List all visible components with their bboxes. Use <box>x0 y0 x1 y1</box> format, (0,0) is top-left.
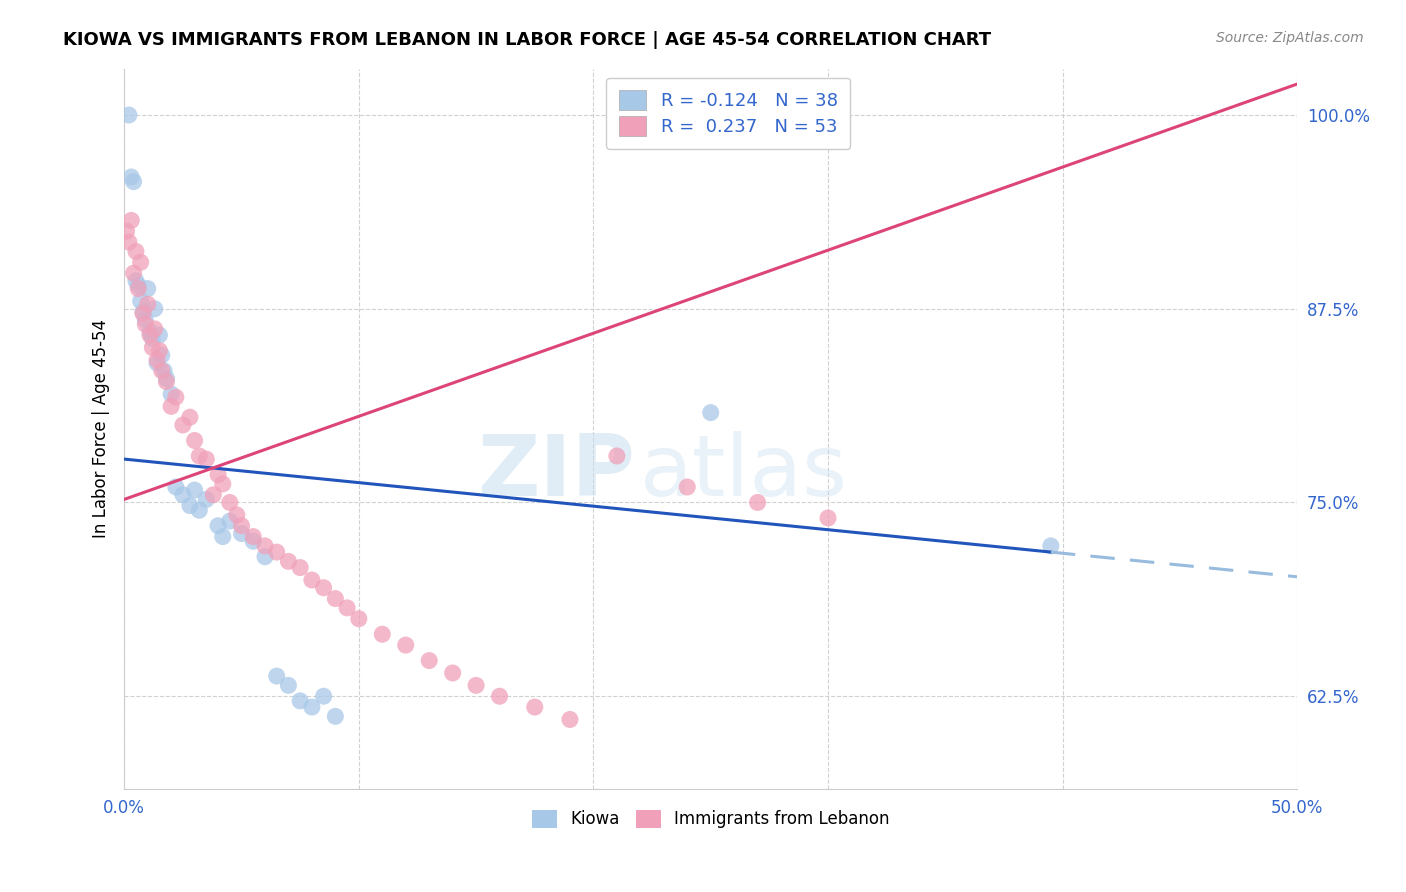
Point <box>288 560 311 574</box>
Point <box>118 235 141 249</box>
Point <box>172 488 194 502</box>
Point <box>225 508 247 522</box>
Point <box>134 318 156 332</box>
Point <box>150 348 173 362</box>
Text: Source: ZipAtlas.com: Source: ZipAtlas.com <box>1216 31 1364 45</box>
Point <box>253 539 276 553</box>
Point <box>288 694 311 708</box>
Point <box>277 554 299 568</box>
Point <box>266 545 288 559</box>
Point <box>606 449 628 463</box>
Point <box>523 700 546 714</box>
Point <box>188 449 211 463</box>
Point <box>488 690 510 704</box>
Point <box>179 410 201 425</box>
Point <box>211 476 233 491</box>
Point <box>160 387 183 401</box>
Point <box>139 328 162 343</box>
Point <box>371 627 394 641</box>
Y-axis label: In Labor Force | Age 45-54: In Labor Force | Age 45-54 <box>93 319 110 539</box>
Point <box>266 669 288 683</box>
Point <box>418 654 440 668</box>
Point <box>195 492 218 507</box>
Point <box>120 169 142 184</box>
Point <box>143 322 166 336</box>
Point <box>136 282 159 296</box>
Point <box>188 503 211 517</box>
Point <box>127 278 149 293</box>
Point <box>325 709 347 723</box>
Point <box>127 282 149 296</box>
Point <box>125 244 148 259</box>
Point <box>253 549 276 564</box>
Point <box>136 297 159 311</box>
Text: ZIP: ZIP <box>477 431 634 514</box>
Point <box>155 371 177 385</box>
Point <box>146 356 169 370</box>
Point <box>231 518 253 533</box>
Point <box>218 514 240 528</box>
Point <box>183 434 205 448</box>
Text: KIOWA VS IMMIGRANTS FROM LEBANON IN LABOR FORCE | AGE 45-54 CORRELATION CHART: KIOWA VS IMMIGRANTS FROM LEBANON IN LABO… <box>63 31 991 49</box>
Point <box>179 499 201 513</box>
Point <box>183 483 205 497</box>
Point <box>312 581 335 595</box>
Point <box>242 530 264 544</box>
Point <box>148 343 170 358</box>
Point <box>465 678 488 692</box>
Point <box>118 108 141 122</box>
Point <box>132 306 155 320</box>
Point <box>817 511 839 525</box>
Point <box>141 341 163 355</box>
Point <box>231 526 253 541</box>
Point <box>153 364 176 378</box>
Point <box>1039 539 1062 553</box>
Point <box>132 305 155 319</box>
Point <box>441 665 464 680</box>
Point <box>120 213 142 227</box>
Point <box>165 480 187 494</box>
Point <box>325 591 347 606</box>
Point <box>242 534 264 549</box>
Point <box>211 530 233 544</box>
Point <box>115 224 138 238</box>
Point <box>150 364 173 378</box>
Point <box>122 266 145 280</box>
Point <box>336 600 359 615</box>
Point <box>347 612 370 626</box>
Point <box>558 713 581 727</box>
Point <box>139 325 162 339</box>
Point <box>146 352 169 367</box>
Point <box>699 406 721 420</box>
Point <box>125 274 148 288</box>
Point <box>172 417 194 432</box>
Legend: Kiowa, Immigrants from Lebanon: Kiowa, Immigrants from Lebanon <box>524 803 897 835</box>
Point <box>129 293 152 308</box>
Point <box>143 301 166 316</box>
Point <box>202 488 225 502</box>
Point <box>277 678 299 692</box>
Point <box>301 573 323 587</box>
Text: atlas: atlas <box>640 431 848 514</box>
Point <box>195 452 218 467</box>
Point <box>395 638 418 652</box>
Point <box>207 518 229 533</box>
Point <box>312 690 335 704</box>
Point <box>301 700 323 714</box>
Point <box>155 375 177 389</box>
Point <box>160 400 183 414</box>
Point <box>148 328 170 343</box>
Point <box>165 390 187 404</box>
Point <box>129 255 152 269</box>
Point <box>747 495 769 509</box>
Point <box>122 175 145 189</box>
Point <box>218 495 240 509</box>
Point <box>134 312 156 326</box>
Point <box>141 331 163 345</box>
Point <box>207 467 229 482</box>
Point <box>676 480 699 494</box>
